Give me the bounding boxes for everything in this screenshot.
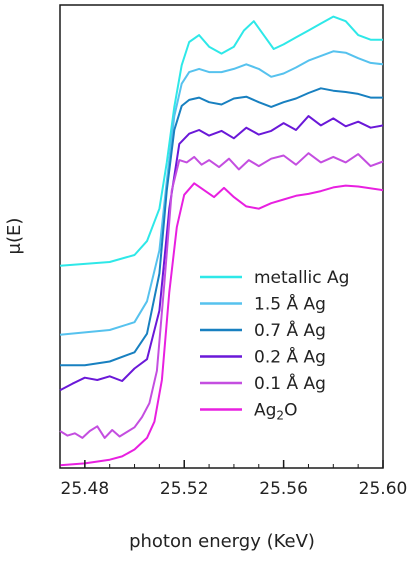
legend-label: 1.5 Å Ag — [254, 293, 326, 315]
legend-label: Ag2O — [254, 401, 297, 423]
x-axis-ticks: 25.48 25.52 25.56 25.60 — [59, 460, 408, 499]
series-line-2 — [59, 50, 384, 336]
series-line-5 — [59, 152, 384, 439]
x-tick-label: 25.48 — [61, 479, 110, 499]
legend-label: 0.2 Å Ag — [254, 346, 326, 368]
legend-label: 0.7 Å Ag — [254, 319, 326, 341]
series-layer — [59, 15, 384, 467]
plot-frame — [59, 4, 384, 469]
x-tick-label: 25.60 — [359, 479, 408, 499]
series-line-6 — [59, 182, 384, 467]
legend: metallic Ag 1.5 Å Ag 0.7 Å Ag 0.2 Å Ag 0.1 Å… — [200, 268, 349, 423]
legend-label: metallic Ag — [254, 268, 349, 288]
x-tick-label: 25.56 — [259, 479, 308, 499]
x-tick-label: 25.52 — [160, 479, 209, 499]
series-line-4 — [59, 115, 384, 392]
series-line-1 — [59, 15, 383, 267]
series-line-3 — [60, 87, 383, 367]
legend-label: 0.1 Å Ag — [254, 372, 326, 394]
y-axis-label: μ(E) — [4, 218, 25, 255]
x-axis-label: photon energy (KeV) — [129, 531, 315, 552]
